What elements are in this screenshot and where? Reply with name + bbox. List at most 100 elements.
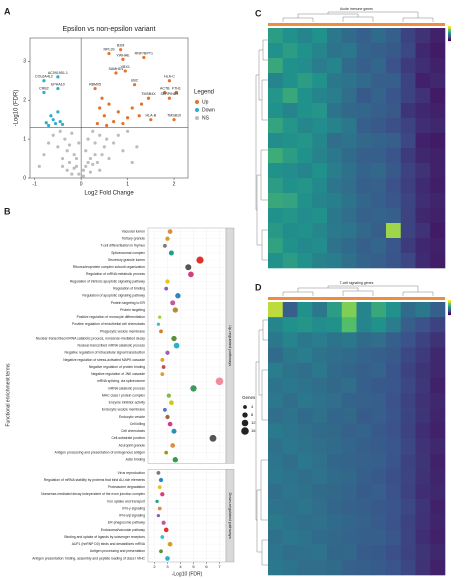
term-label: T-cell differentiation in thymus [100,244,145,248]
size-legend-label: 4 [251,404,254,409]
point [81,168,86,172]
heatmap-cell [415,103,431,119]
heatmap-cell [415,253,431,269]
dot [161,365,166,369]
dot [156,470,161,475]
heatmap-cell [341,484,357,500]
point [86,160,90,165]
point [67,143,72,147]
heatmap-cell [430,559,446,576]
point [56,86,60,91]
heatmap-cell [400,163,416,179]
term-label: Negative regulation of intracellular sig… [65,351,146,355]
colorbar [448,29,451,31]
heatmap-cell [297,223,313,239]
point [91,129,95,133]
heatmap-cell [356,133,372,149]
heatmap-cell [371,133,387,149]
size-legend-dot [242,412,248,418]
heatmap-cell [386,253,402,269]
heatmap-cell [341,178,357,194]
point [102,145,106,149]
term-label: IFN-α/β signaling [119,514,145,518]
heatmap-cell [356,559,372,576]
heatmap-cell [341,423,357,439]
heatmap-cell [356,103,372,119]
heatmap-cell [327,362,343,379]
heatmap-cell [282,118,298,134]
y-axis-label: -Log10 (FDR) [14,90,20,127]
heatmap-cell [282,178,298,194]
dot [175,293,181,299]
heatmap-cell [341,393,357,409]
heatmap-cell [312,28,328,44]
dot [170,443,176,448]
heatmap-cell [297,58,313,74]
colorbar [448,313,451,316]
panel-label: D [255,282,262,292]
heatmap-cell [341,559,357,576]
y-axis-label: Functional enrichment terms [5,363,11,427]
heatmap-cell [430,514,446,530]
point [58,120,62,124]
heatmap-cell [386,88,402,104]
heatmap-cell [415,148,431,164]
heatmap-cell [430,408,446,424]
annotation-bars [268,23,445,300]
heatmap-cell [430,193,446,209]
term-label: Azurophil granule [119,443,146,447]
gene-label: SERPINB9 [161,92,179,96]
facet-label: Up-regulated pathways [228,325,233,366]
heatmap-cell [268,529,284,545]
heatmap-cell [430,73,446,89]
term-label: Nuclear-transcribed mRNA catabolic proce… [36,336,145,340]
heatmap-cell [312,362,328,379]
heatmap-cell [430,253,446,269]
heatmap-cell [415,559,431,576]
heatmap-cell [415,317,431,333]
gene-label: ACTB [160,86,170,90]
point [46,123,51,128]
colorbar [448,312,451,314]
point [56,75,60,79]
heatmap-cell [327,118,343,134]
size-legend-label: 8 [251,412,254,417]
point [119,48,123,52]
heatmap-cell [400,223,416,239]
panel-label: A [4,6,11,16]
x-tick-label: 1 [126,181,129,187]
colorbar [448,307,451,310]
dot [156,322,161,326]
heatmap-cell [415,377,431,394]
point [86,137,90,141]
heatmap-cell [282,438,298,454]
heatmap-cell [356,28,372,44]
point [114,71,118,75]
heatmap-cell [282,514,298,530]
x-tick-label: 2 [153,564,156,569]
heatmap-cell [386,332,402,348]
heatmap-cell [327,408,343,424]
point [132,83,137,87]
heatmap-cell [371,484,387,500]
heatmap-cell [268,103,284,119]
heatmap-cell [341,103,357,119]
term-label: Protein targeting [120,308,145,312]
point [123,69,127,73]
heatmap-cell [386,544,402,561]
point [46,141,51,145]
legend-label: NS [202,115,210,121]
heatmap-cell [297,253,313,269]
heatmap-cell [356,43,372,59]
heatmap-cell [268,163,284,179]
heatmap-cell [341,347,357,363]
heatmap-cell [327,28,343,44]
heatmap-title: T-cell signaling genes [340,281,374,285]
heatmap-cell [282,484,298,500]
heatmap-cell [268,302,284,318]
heatmap-cell [282,347,298,363]
heatmap-cell [415,499,431,515]
heatmap-cell [356,208,372,224]
heatmap-cell [268,148,284,164]
heatmap-cell [341,317,357,333]
